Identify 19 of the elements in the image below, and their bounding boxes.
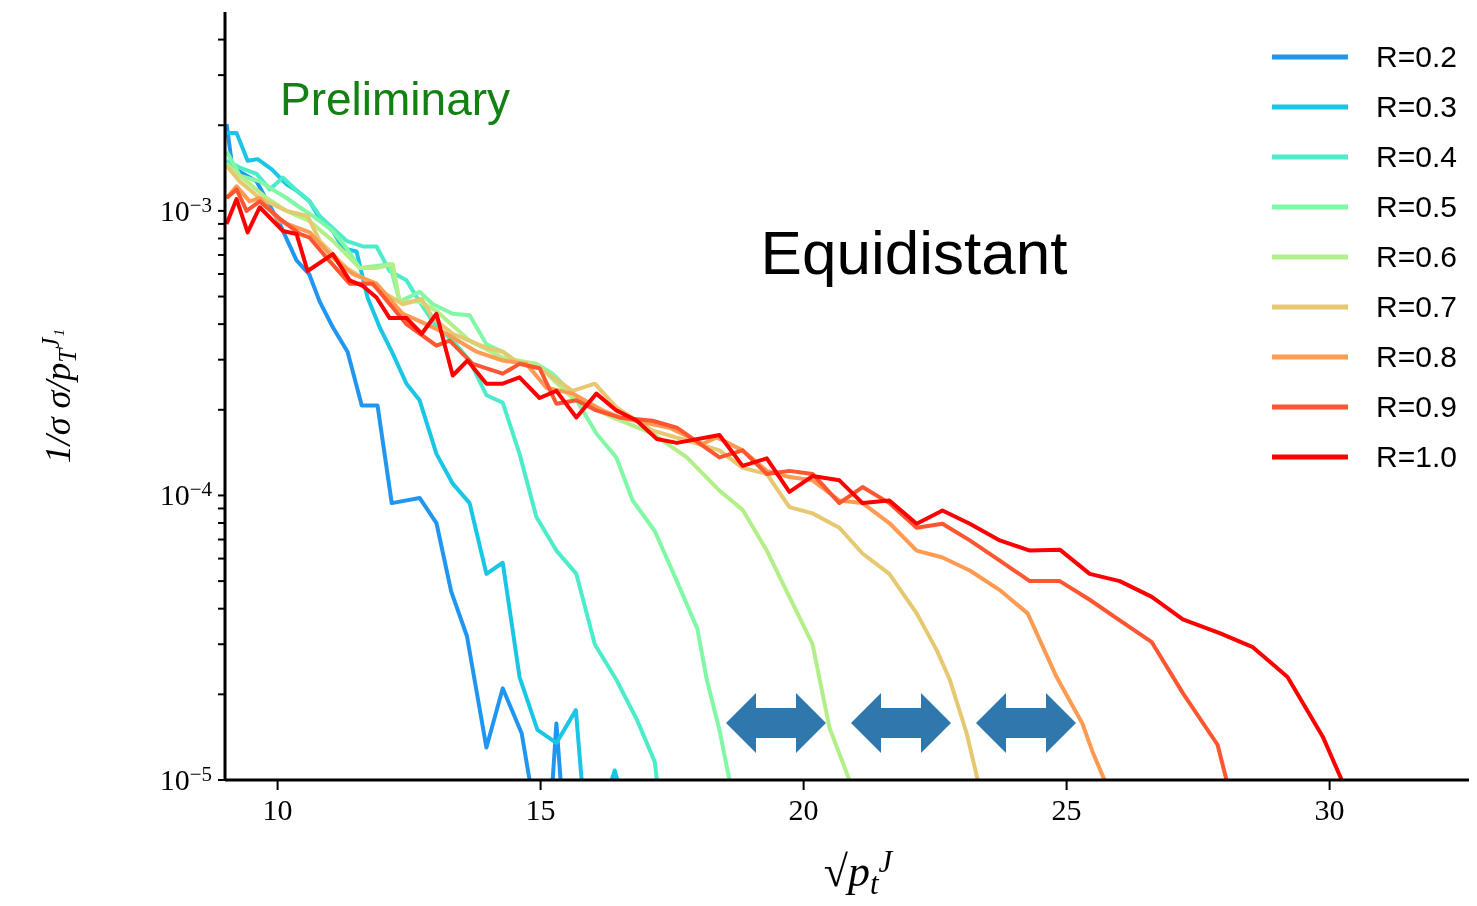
legend-label: R=0.9 xyxy=(1376,390,1457,424)
y-tick-label: 10$^{−5}$ xyxy=(159,761,212,796)
legend-label: R=0.3 xyxy=(1376,90,1457,124)
legend-label: R=0.4 xyxy=(1376,140,1457,174)
x-tick-label: 20 xyxy=(788,793,819,826)
annotation: Preliminary xyxy=(280,73,511,125)
legend-label: R=0.7 xyxy=(1376,290,1457,324)
y-tick-label: 10$^{−4}$ xyxy=(159,477,213,512)
x-tick-label: 15 xyxy=(525,793,556,826)
legend-label: R=1.0 xyxy=(1376,440,1457,474)
x-tick-label: 10 xyxy=(262,793,293,826)
legend-label: R=0.6 xyxy=(1376,240,1457,274)
annotation: Equidistant xyxy=(760,218,1068,287)
x-tick-label: 30 xyxy=(1314,793,1345,826)
legend-label: R=0.5 xyxy=(1376,190,1457,224)
legend-label: R=0.2 xyxy=(1376,40,1457,74)
y-tick-label: 10$^{−3}$ xyxy=(159,192,212,227)
x-tick-label: 25 xyxy=(1051,793,1082,826)
legend-label: R=0.8 xyxy=(1376,340,1457,374)
